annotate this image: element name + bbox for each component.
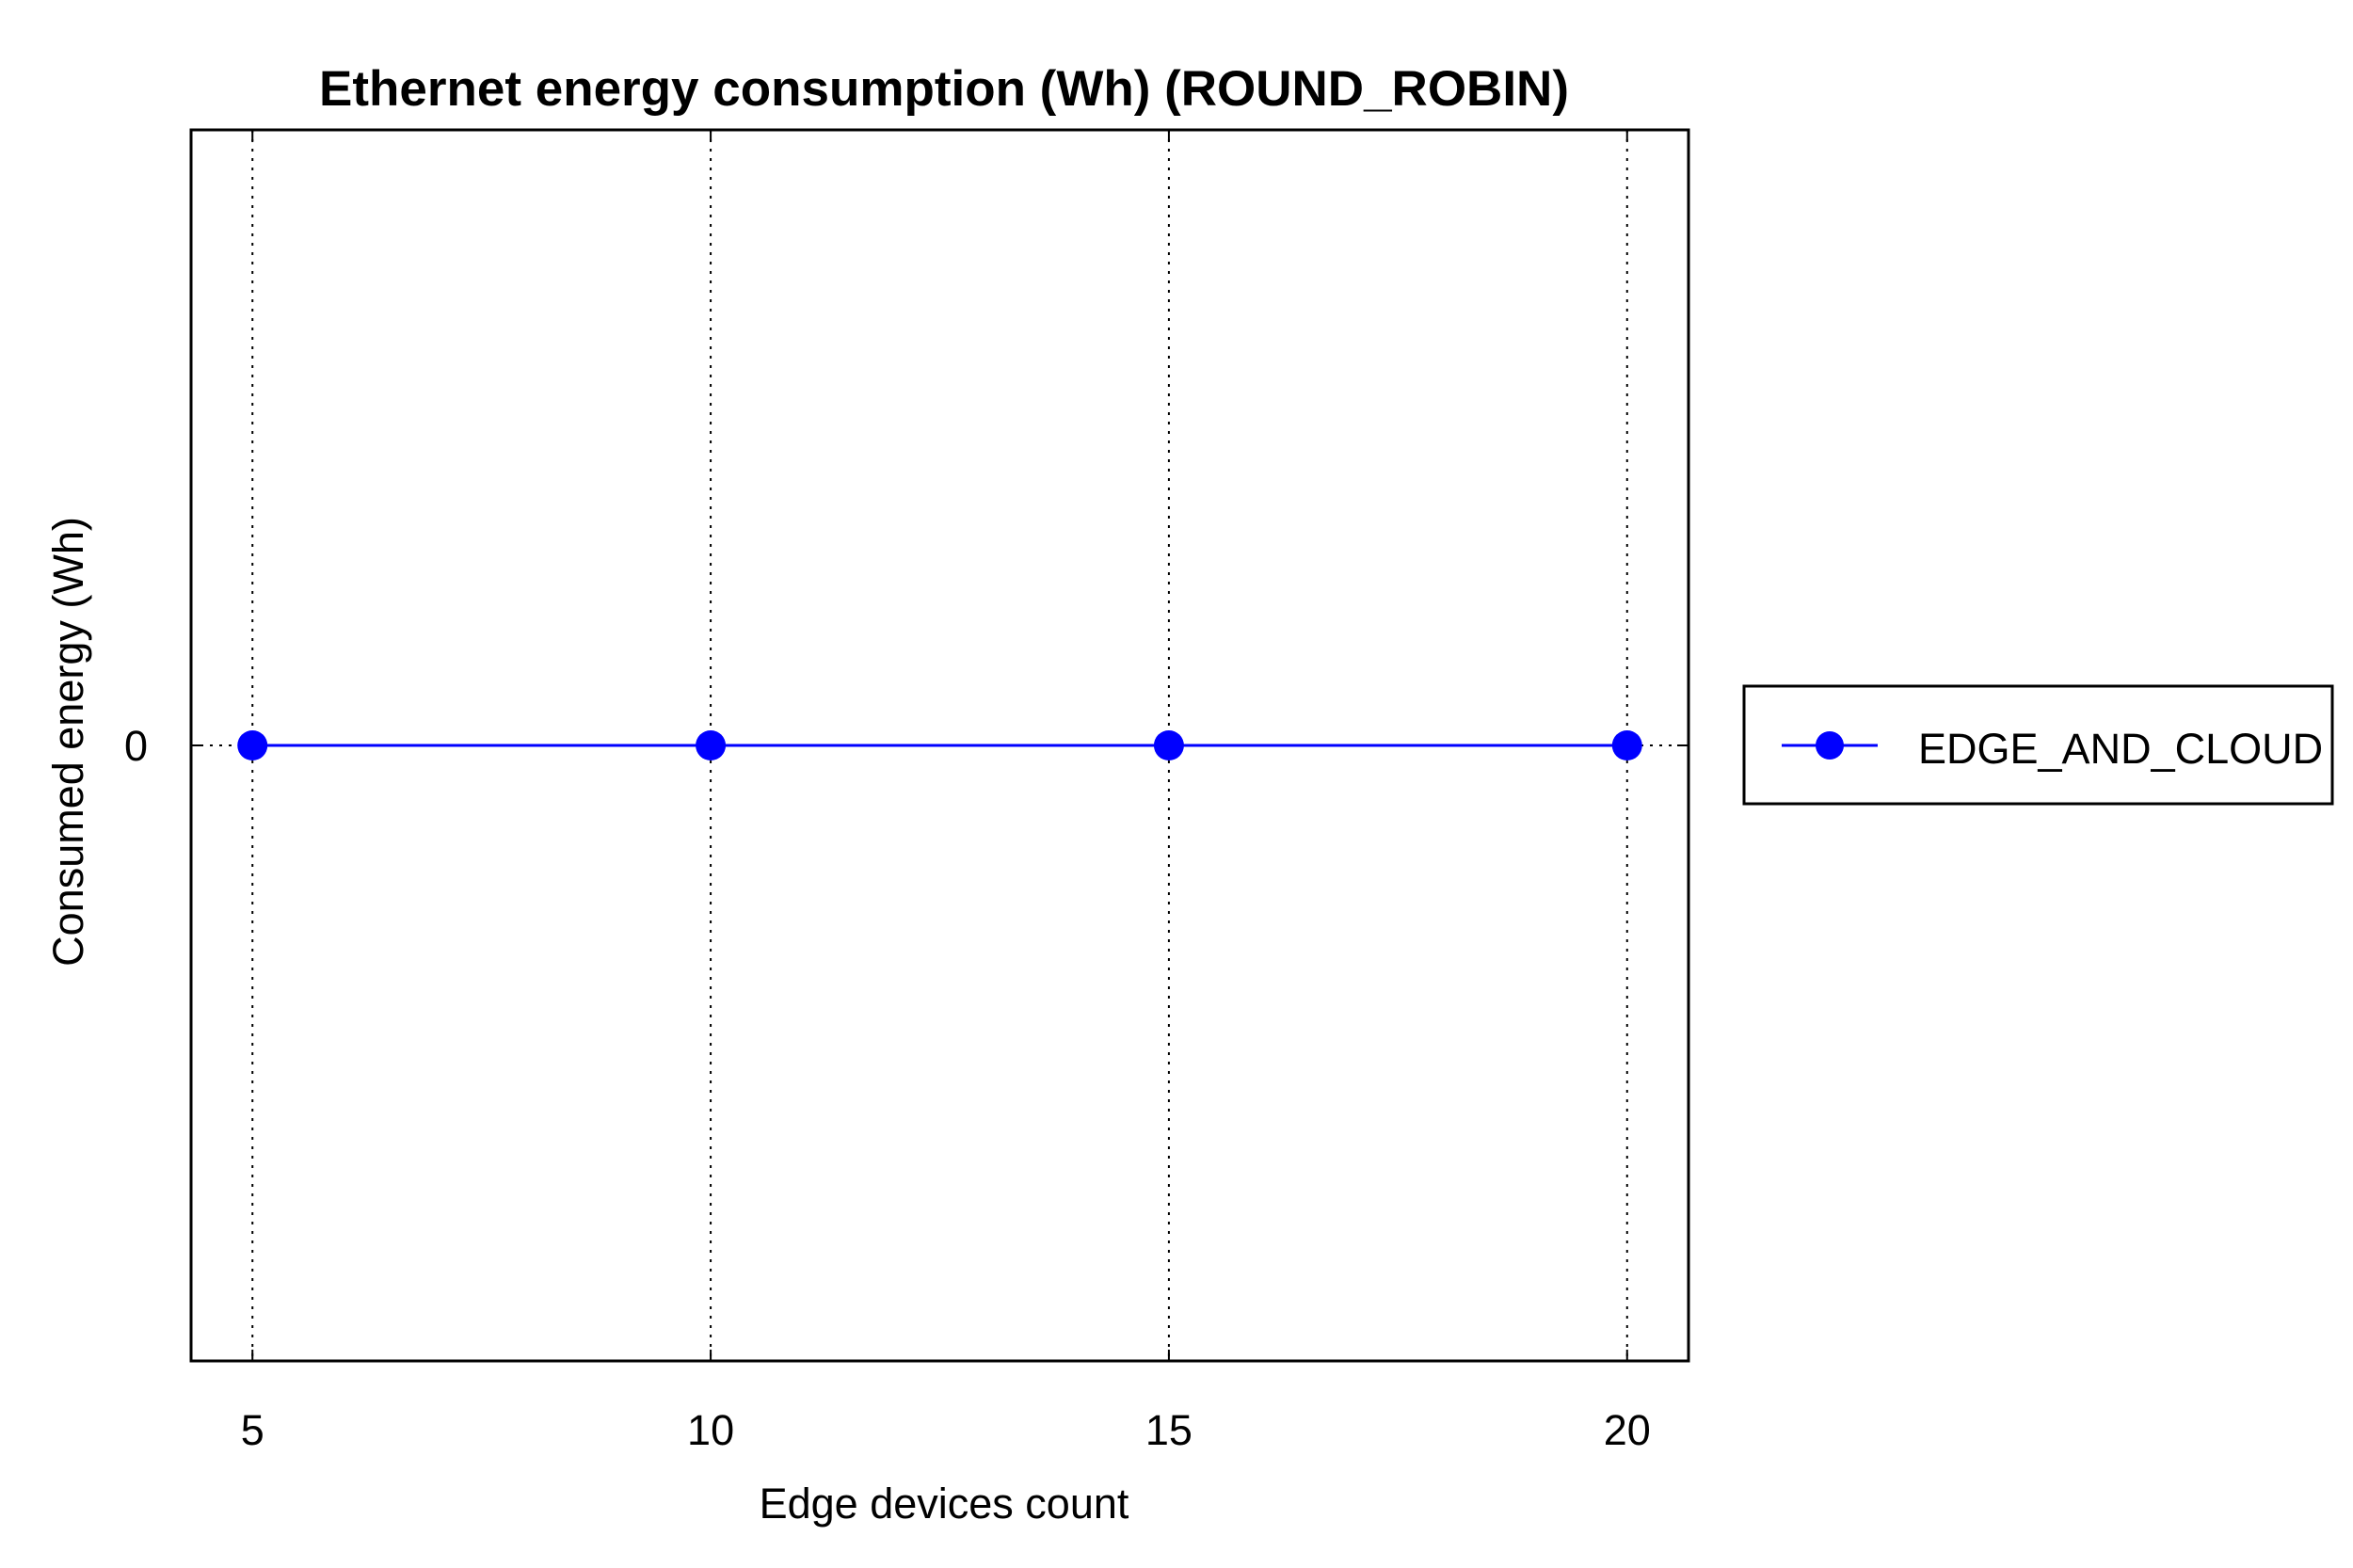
legend: EDGE_AND_CLOUD xyxy=(1742,684,2334,806)
grid xyxy=(191,130,1689,1361)
legend-box xyxy=(1742,684,2334,806)
x-tick-label: 20 xyxy=(1604,1406,1651,1454)
data-point xyxy=(1611,730,1642,760)
data-point xyxy=(1153,730,1184,760)
legend-marker xyxy=(1816,731,1844,760)
x-axis-label: Edge devices count xyxy=(760,1480,1129,1528)
legend-label: EDGE_AND_CLOUD xyxy=(1918,725,2323,773)
y-axis-label: Consumed energy (Wh) xyxy=(44,517,92,967)
chart-title: Ethernet energy consumption (Wh) (ROUND_… xyxy=(319,61,1569,117)
data-point xyxy=(237,730,268,760)
data-point xyxy=(696,730,727,760)
x-tick-label: 5 xyxy=(241,1406,264,1454)
x-tick-label: 10 xyxy=(687,1406,734,1454)
axes: 5 10 15 20 0 xyxy=(124,130,1689,1454)
series-layer xyxy=(237,730,1642,760)
x-tick-label: 15 xyxy=(1145,1406,1193,1454)
y-tick-label: 0 xyxy=(124,722,148,770)
